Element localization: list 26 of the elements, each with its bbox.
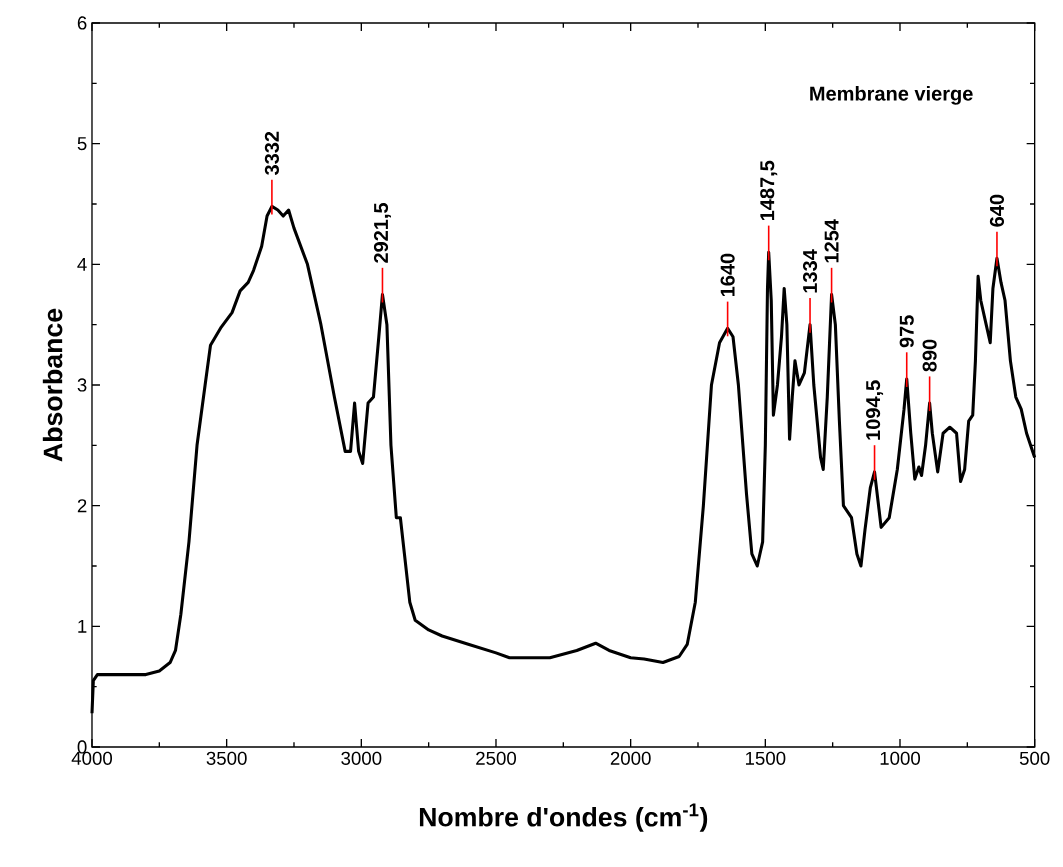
annotation: 2921,5 — [373, 202, 391, 263]
x-tick-label: 500 — [1019, 751, 1050, 765]
y-tick-label: 6 — [77, 16, 87, 30]
x-tick-label: 1000 — [880, 751, 921, 765]
y-tick-label: 4 — [77, 257, 87, 271]
x-tick-label: 2500 — [476, 751, 517, 765]
annotation: 975 — [899, 315, 914, 348]
annotation: 1094,5 — [866, 380, 884, 440]
annotation: 1640 — [720, 253, 735, 297]
y-tick-label: 3 — [77, 378, 87, 392]
x-tick-label: 3000 — [341, 751, 382, 765]
y-tick-label: 5 — [77, 137, 87, 151]
annotation: 640 — [989, 194, 1005, 227]
annotation: 1334 — [802, 249, 818, 293]
annotation: 1487,5 — [760, 160, 778, 221]
y-tick-label: 1 — [78, 619, 87, 633]
annotation: 890 — [922, 339, 937, 372]
y-tick-label: 2 — [77, 499, 87, 513]
y-axis-title: Absorbance — [42, 308, 63, 462]
x-tick-label: 2000 — [610, 751, 651, 765]
x-axis-title: Nombre d'ondes (cm$^{-1}$) — [419, 803, 708, 832]
text: Membrane vierge — [810, 86, 973, 105]
annotation: 1254 — [824, 219, 839, 263]
x-tick-label: 3500 — [206, 751, 247, 765]
x-tick-label: 1500 — [745, 751, 786, 765]
annotation: 3332 — [264, 131, 279, 176]
